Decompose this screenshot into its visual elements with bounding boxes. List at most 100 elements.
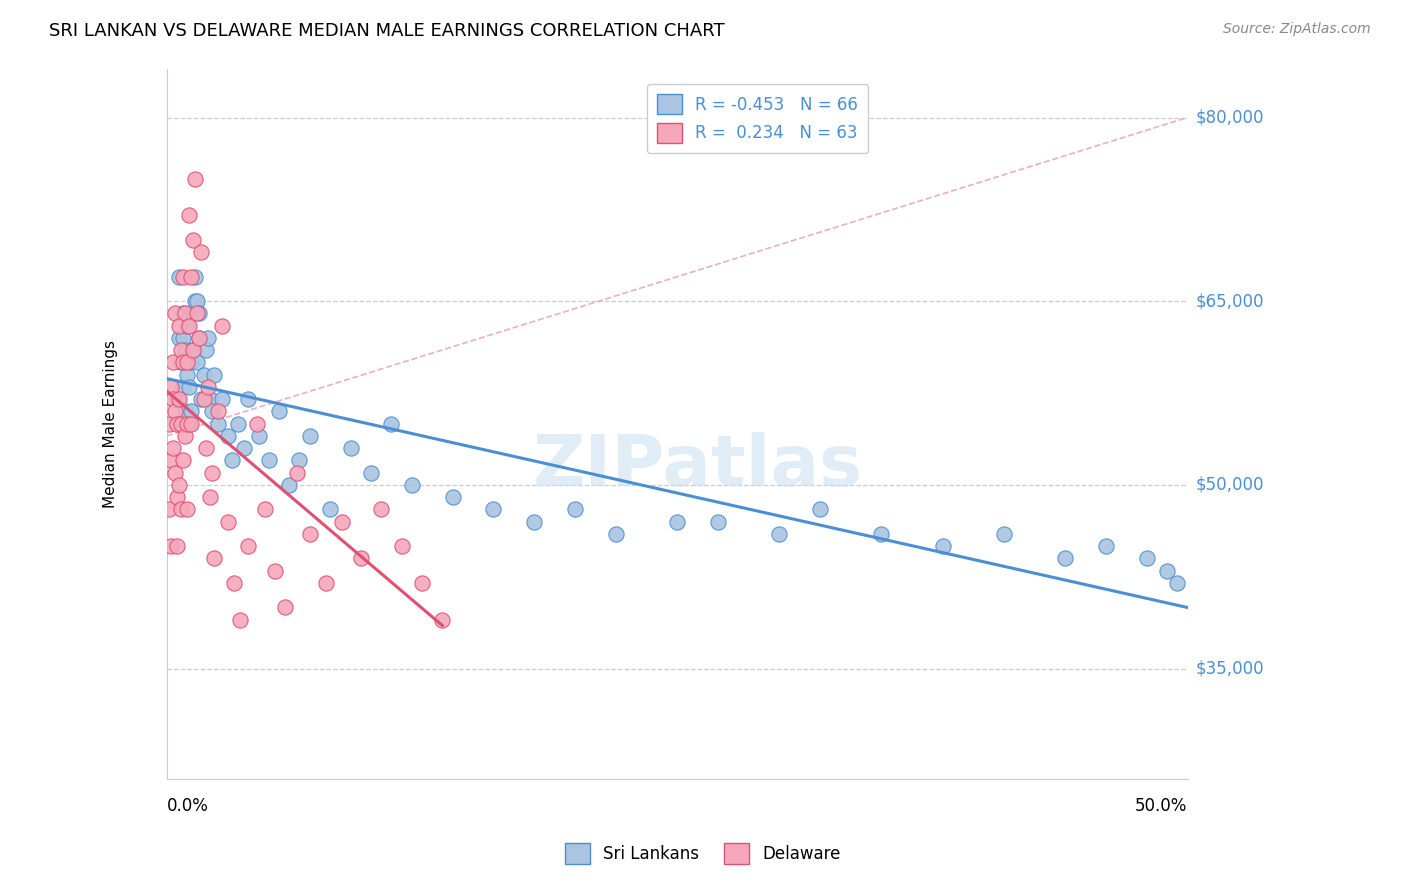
Point xyxy=(188,331,211,345)
Point xyxy=(190,392,212,406)
Point xyxy=(190,245,212,260)
Point xyxy=(198,490,221,504)
Point xyxy=(179,417,201,431)
Point xyxy=(233,441,256,455)
Text: Median Male Earnings: Median Male Earnings xyxy=(103,340,118,508)
Point xyxy=(160,380,183,394)
Text: 50.0%: 50.0% xyxy=(1135,797,1188,815)
Legend: R = -0.453   N = 66, R =  0.234   N = 63: R = -0.453 N = 66, R = 0.234 N = 63 xyxy=(647,84,868,153)
Point xyxy=(166,539,188,553)
Point xyxy=(179,318,201,333)
Point xyxy=(288,453,311,467)
Point xyxy=(1053,551,1076,566)
Point xyxy=(172,269,194,284)
Point xyxy=(176,417,198,431)
Point xyxy=(229,613,252,627)
Point xyxy=(360,466,382,480)
Point xyxy=(197,380,219,394)
Point xyxy=(176,318,198,333)
Point xyxy=(202,551,225,566)
Point xyxy=(993,527,1015,541)
Point xyxy=(370,502,392,516)
Point xyxy=(441,490,464,504)
Text: 0.0%: 0.0% xyxy=(167,797,208,815)
Point xyxy=(207,417,229,431)
Point xyxy=(207,404,229,418)
Point xyxy=(808,502,831,516)
Point xyxy=(238,392,260,406)
Point xyxy=(163,306,186,320)
Point xyxy=(211,318,233,333)
Point xyxy=(287,466,309,480)
Point xyxy=(432,613,454,627)
Point xyxy=(170,502,193,516)
Point xyxy=(172,331,194,345)
Point xyxy=(257,453,280,467)
Point xyxy=(186,294,208,309)
Point xyxy=(217,515,239,529)
Point xyxy=(183,343,205,358)
Point xyxy=(315,575,337,590)
Point xyxy=(931,539,953,553)
Point xyxy=(411,575,433,590)
Point xyxy=(166,392,188,406)
Point xyxy=(167,478,190,492)
Point xyxy=(170,343,193,358)
Point xyxy=(221,453,243,467)
Point xyxy=(163,466,186,480)
Text: Source: ZipAtlas.com: Source: ZipAtlas.com xyxy=(1223,22,1371,37)
Point xyxy=(179,209,201,223)
Point xyxy=(319,502,342,516)
Point xyxy=(162,392,184,406)
Point xyxy=(707,515,730,529)
Point xyxy=(193,392,215,406)
Legend: Sri Lankans, Delaware: Sri Lankans, Delaware xyxy=(558,837,848,871)
Point xyxy=(170,417,193,431)
Point xyxy=(167,318,190,333)
Point xyxy=(1156,564,1178,578)
Point xyxy=(162,355,184,369)
Point xyxy=(172,453,194,467)
Text: SRI LANKAN VS DELAWARE MEDIAN MALE EARNINGS CORRELATION CHART: SRI LANKAN VS DELAWARE MEDIAN MALE EARNI… xyxy=(49,22,725,40)
Point xyxy=(330,515,353,529)
Point xyxy=(157,417,180,431)
Point xyxy=(167,331,190,345)
Point xyxy=(666,515,689,529)
Point xyxy=(174,429,197,443)
Point xyxy=(298,527,321,541)
Point xyxy=(166,490,188,504)
Point xyxy=(224,575,246,590)
Point xyxy=(193,368,215,382)
Point xyxy=(1166,575,1188,590)
Point xyxy=(201,404,224,418)
Point xyxy=(184,294,207,309)
Point xyxy=(186,355,208,369)
Point xyxy=(202,368,225,382)
Point xyxy=(183,233,205,247)
Point xyxy=(298,429,321,443)
Point xyxy=(180,417,202,431)
Point xyxy=(160,539,183,553)
Point xyxy=(197,331,219,345)
Text: $35,000: $35,000 xyxy=(1197,659,1264,678)
Point xyxy=(166,417,188,431)
Point xyxy=(870,527,893,541)
Point xyxy=(267,404,290,418)
Point xyxy=(1136,551,1159,566)
Point xyxy=(246,417,269,431)
Point xyxy=(167,392,190,406)
Point xyxy=(523,515,546,529)
Point xyxy=(170,417,193,431)
Point xyxy=(174,343,197,358)
Point xyxy=(172,355,194,369)
Point xyxy=(401,478,423,492)
Point xyxy=(186,306,208,320)
Point xyxy=(183,343,205,358)
Point xyxy=(238,539,260,553)
Point xyxy=(391,539,413,553)
Point xyxy=(201,466,224,480)
Point xyxy=(172,306,194,320)
Point xyxy=(176,368,198,382)
Point xyxy=(380,417,402,431)
Point xyxy=(162,441,184,455)
